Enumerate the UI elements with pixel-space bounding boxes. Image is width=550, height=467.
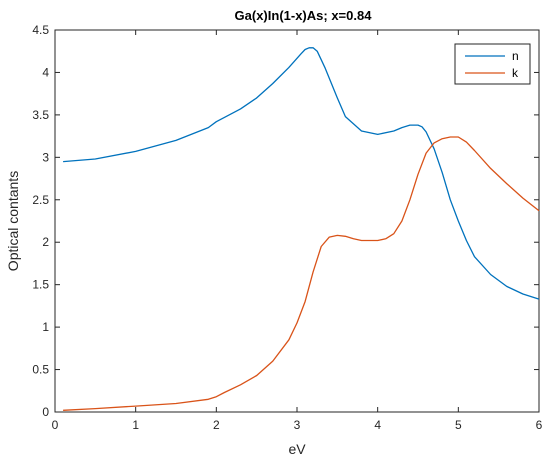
y-tick-label: 3.5 xyxy=(32,108,49,122)
y-tick-label: 3 xyxy=(42,150,49,164)
series-layer xyxy=(63,47,540,411)
y-tick-label: 4 xyxy=(42,65,49,79)
tick-layer: 0 1 2 3 4 5 6 0 0.5 1 1.5 2 2.5 3 3.5 4 4.5 xyxy=(32,23,542,432)
y-axis-label: Optical contants xyxy=(5,171,21,271)
y-tick-label: 0 xyxy=(42,405,49,419)
y-tick-label: 1 xyxy=(42,320,49,334)
y-tick-label: 2.5 xyxy=(32,193,49,207)
y-tick-label: 4.5 xyxy=(32,23,49,37)
plot-area: 0 1 2 3 4 5 6 0 0.5 1 1.5 2 2.5 3 3.5 4 4.5 xyxy=(32,23,542,432)
y-tick-label: 2 xyxy=(42,235,49,249)
x-axis-label: eV xyxy=(288,441,306,457)
x-tick-label: 1 xyxy=(132,418,139,432)
x-tick-label: 5 xyxy=(455,418,462,432)
x-tick-label: 6 xyxy=(536,418,543,432)
y-tick-label: 0.5 xyxy=(32,363,49,377)
legend-box xyxy=(454,43,531,85)
legend: nk xyxy=(454,43,531,85)
legend-label-k: k xyxy=(512,66,519,80)
series-line-n xyxy=(63,47,540,300)
legend-label-n: n xyxy=(512,49,519,63)
x-tick-label: 0 xyxy=(52,418,59,432)
x-tick-label: 2 xyxy=(213,418,220,432)
series-line-k xyxy=(63,136,540,411)
x-tick-label: 3 xyxy=(294,418,301,432)
x-tick-label: 4 xyxy=(374,418,381,432)
chart-title: Ga(x)In(1-x)As; x=0.84 xyxy=(235,8,373,23)
y-tick-label: 1.5 xyxy=(32,278,49,292)
plot-frame xyxy=(54,29,540,413)
